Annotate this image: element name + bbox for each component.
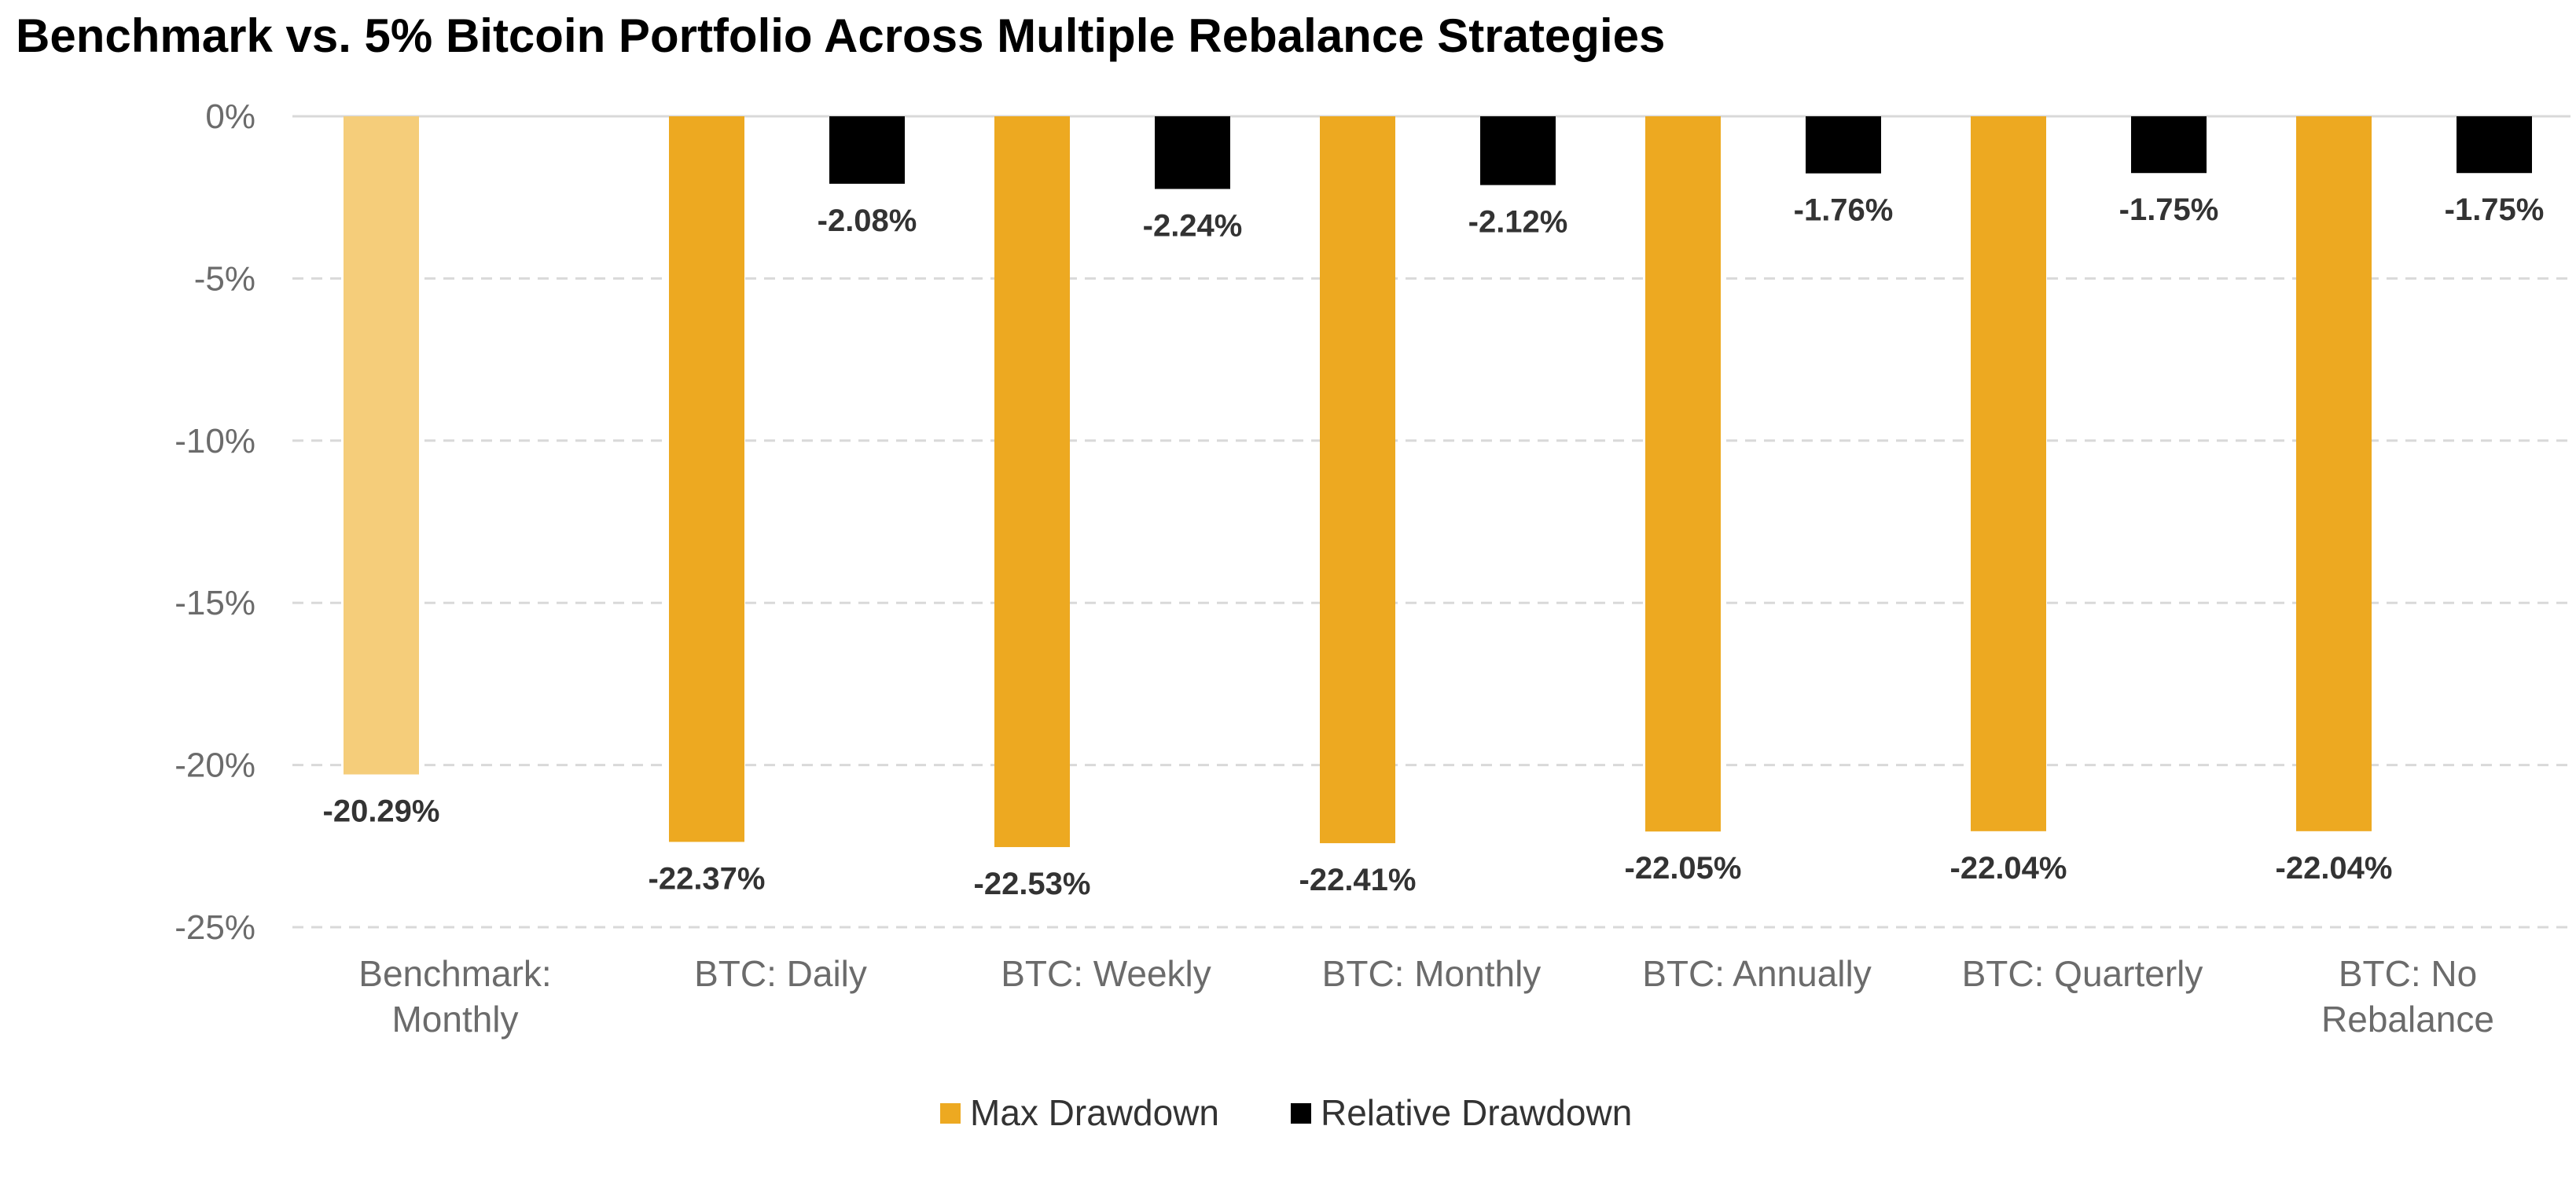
data-label: -1.75% bbox=[2445, 193, 2545, 227]
data-labels: -20.29% -22.37% -22.53% -22.41% -22.05% -22.0… bbox=[323, 193, 2545, 901]
y-tick-label: -10% bbox=[175, 422, 255, 460]
relative-drawdown-bar bbox=[1480, 116, 1556, 185]
max-drawdown-bar bbox=[994, 116, 1070, 848]
legend-swatch bbox=[940, 1103, 961, 1124]
y-tick-label: 0% bbox=[205, 97, 255, 136]
data-label: -22.04% bbox=[1950, 851, 2067, 886]
relative-drawdown-bar bbox=[2457, 116, 2532, 174]
max-drawdown-bar bbox=[2296, 116, 2372, 831]
y-axis-ticks: 0% -5% -10% -15% -20% -25% bbox=[175, 97, 255, 947]
legend-swatch bbox=[1291, 1103, 1311, 1124]
x-category-label: Benchmark: bbox=[358, 953, 551, 994]
max-drawdown-bar bbox=[344, 116, 419, 775]
max-drawdown-bar bbox=[1971, 116, 2046, 831]
max-drawdown-bar bbox=[1320, 116, 1395, 844]
max-drawdown-bar bbox=[669, 116, 744, 842]
data-label: -20.29% bbox=[323, 794, 440, 829]
x-category-label: Rebalance bbox=[2321, 999, 2494, 1040]
x-category-label: BTC: No bbox=[2339, 953, 2477, 994]
x-category-label: BTC: Monthly bbox=[1322, 953, 1542, 994]
data-label: -2.08% bbox=[818, 204, 917, 238]
legend: Max Drawdown Relative Drawdown bbox=[940, 1092, 1632, 1133]
gridlines bbox=[292, 115, 2570, 929]
data-label: -1.75% bbox=[2119, 193, 2219, 227]
data-label: -22.04% bbox=[2276, 851, 2393, 886]
legend-max-drawdown: Max Drawdown bbox=[970, 1092, 1219, 1133]
data-label: -22.53% bbox=[974, 867, 1091, 901]
y-tick-label: -15% bbox=[175, 584, 255, 622]
y-tick-label: -20% bbox=[175, 746, 255, 785]
data-label: -2.24% bbox=[1143, 208, 1243, 243]
relative-drawdown-bar bbox=[1155, 116, 1230, 189]
relative-drawdown-bar bbox=[829, 116, 905, 184]
x-category-label: Monthly bbox=[391, 999, 518, 1040]
data-label: -22.05% bbox=[1625, 851, 1742, 886]
x-category-label: BTC: Annually bbox=[1642, 953, 1871, 994]
legend-relative-drawdown: Relative Drawdown bbox=[1321, 1092, 1632, 1133]
data-label: -22.37% bbox=[649, 861, 766, 896]
max-drawdown-bar bbox=[1645, 116, 1721, 832]
x-category-label: BTC: Weekly bbox=[1001, 953, 1211, 994]
data-label: -22.41% bbox=[1299, 863, 1417, 897]
relative-drawdown-bar bbox=[1806, 116, 1881, 174]
y-tick-label: -5% bbox=[194, 259, 255, 298]
data-label: -2.12% bbox=[1468, 205, 1568, 240]
x-category-label: BTC: Daily bbox=[694, 953, 867, 994]
chart-title: Benchmark vs. 5% Bitcoin Portfolio Acros… bbox=[16, 9, 1665, 62]
y-tick-label: -25% bbox=[175, 908, 255, 947]
relative-drawdown-bar bbox=[2131, 116, 2207, 174]
x-axis-categories: Benchmark: Monthly BTC: Daily BTC: Weekly BT… bbox=[358, 953, 2494, 1040]
x-category-label: BTC: Quarterly bbox=[1962, 953, 2203, 994]
bars bbox=[344, 116, 2532, 848]
data-label: -1.76% bbox=[1794, 193, 1894, 228]
